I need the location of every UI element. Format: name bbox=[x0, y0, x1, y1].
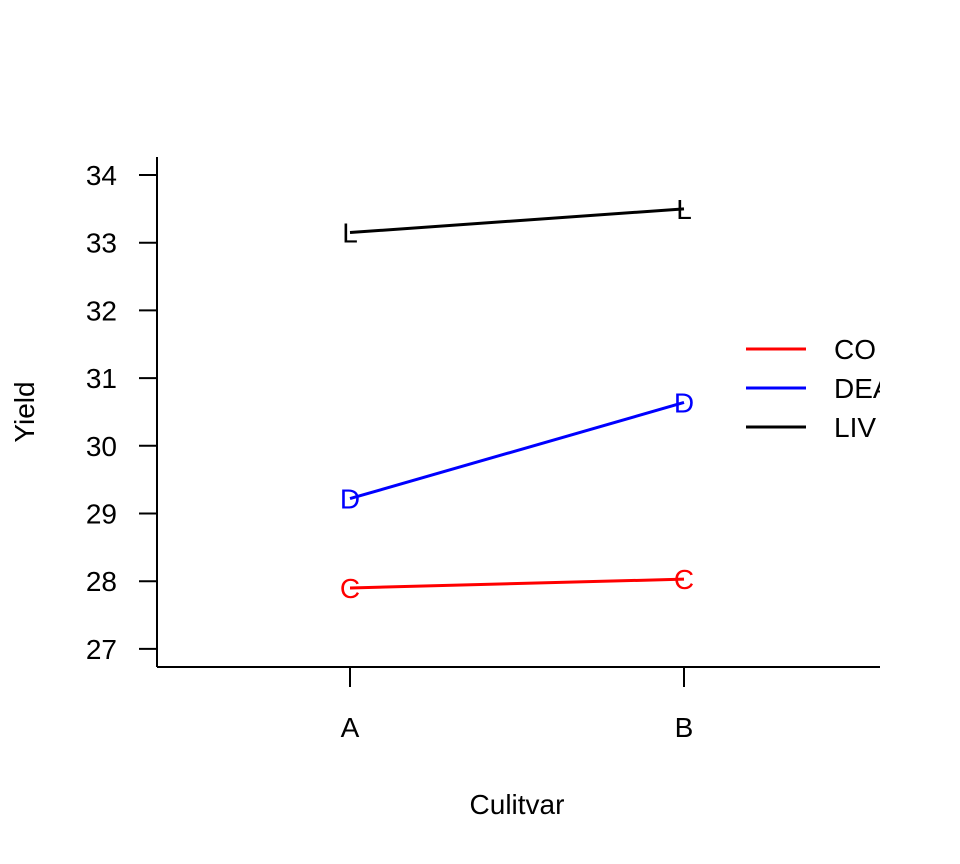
x-tick-label: B bbox=[675, 712, 694, 743]
legend-label: LIV bbox=[834, 412, 876, 443]
legend-entry: LIV bbox=[746, 412, 876, 443]
y-axis: 27 28 29 30 31 32 33 34 bbox=[86, 157, 158, 667]
series-line bbox=[349, 401, 685, 501]
legend: CO DEA LIV bbox=[746, 334, 892, 443]
point-marker: L bbox=[342, 218, 358, 249]
y-tick-label: 28 bbox=[86, 566, 117, 597]
point-marker: C bbox=[674, 564, 694, 595]
y-axis-label: Yield bbox=[9, 381, 40, 442]
x-tick-label: A bbox=[341, 712, 360, 743]
y-tick-label: 33 bbox=[86, 228, 117, 259]
legend-label: DEA bbox=[834, 373, 892, 404]
x-axis-label: Culitvar bbox=[470, 789, 565, 820]
legend-label: CO bbox=[834, 334, 876, 365]
series-dea: DD bbox=[340, 387, 694, 514]
series-line bbox=[349, 577, 685, 590]
point-marker: D bbox=[340, 484, 360, 515]
point-marker: D bbox=[674, 387, 694, 418]
legend-entry: DEA bbox=[746, 373, 892, 404]
y-tick-label: 29 bbox=[86, 499, 117, 530]
y-tick-label: 30 bbox=[86, 431, 117, 462]
series-line bbox=[349, 207, 685, 235]
point-marker: C bbox=[340, 573, 360, 604]
y-tick-label: 32 bbox=[86, 295, 117, 326]
y-tick-label: 34 bbox=[86, 160, 117, 191]
series-liv: LL bbox=[342, 194, 692, 249]
y-tick-label: 27 bbox=[86, 634, 117, 665]
legend-entry: CO bbox=[746, 334, 876, 365]
point-marker: L bbox=[676, 194, 692, 225]
y-tick-label: 31 bbox=[86, 363, 117, 394]
